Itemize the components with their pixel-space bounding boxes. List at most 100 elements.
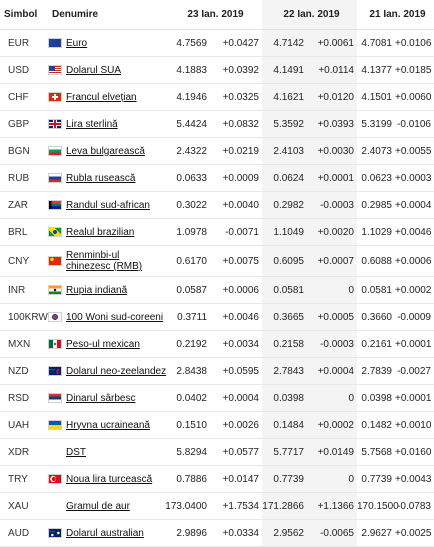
rate-day-1: 5.4424 <box>165 110 210 138</box>
table-row: UAH Hryvna ucraineană 0.1510 +0.0026 0.1484 +… <box>0 411 434 439</box>
currency-name-link[interactable]: Randul sud-african <box>66 199 150 211</box>
change-day-2: +0.0004 <box>307 357 357 385</box>
rate-day-2: 2.4103 <box>262 137 307 165</box>
rate-day-3: 2.4073 <box>357 137 395 165</box>
header-date-1: 23 Ian. 2019 <box>165 0 262 30</box>
currency-name-link[interactable]: Noua lira turcească <box>66 473 153 485</box>
currency-name-cell: Leva bulgarească <box>48 137 165 165</box>
change-day-1: +0.0595 <box>210 357 262 385</box>
change-day-2: +0.0030 <box>307 137 357 165</box>
table-row: RSD Dinarul sârbesc 0.0402 +0.0004 0.0398 0 0.… <box>0 384 434 412</box>
change-day-3: +0.0060 <box>395 83 434 111</box>
rate-day-3: 1.1029 <box>357 218 395 246</box>
rate-day-1: 0.3711 <box>165 303 210 331</box>
change-day-3: -0.0106 <box>395 110 434 138</box>
change-day-3: +0.0160 <box>395 438 434 466</box>
currency-name-cell: Gramul de aur <box>48 492 165 520</box>
table-row: XDR DST 5.8294 +0.0577 5.7717 +0.0149 5.7568 +0… <box>0 438 434 466</box>
rate-day-3: 2.7839 <box>357 357 395 385</box>
currency-name-cell: Renminbi-ul chinezesc (RMB) <box>48 245 165 277</box>
change-day-3: +0.0106 <box>395 29 434 57</box>
change-day-1: +0.0325 <box>210 83 262 111</box>
table-header-row: Simbol Denumire 23 Ian. 2019 22 Ian. 201… <box>0 0 434 30</box>
rate-day-2: 5.3592 <box>262 110 307 138</box>
currency-symbol: CNY <box>0 245 48 277</box>
change-day-1: +0.0427 <box>210 29 262 57</box>
change-day-3: +0.0004 <box>395 191 434 219</box>
change-day-3: +0.0006 <box>395 245 434 277</box>
rate-day-2: 5.7717 <box>262 438 307 466</box>
change-day-2: +0.0149 <box>307 438 357 466</box>
change-day-2: 0 <box>307 465 357 493</box>
rate-day-1: 0.6170 <box>165 245 210 277</box>
change-day-3: +0.0043 <box>395 465 434 493</box>
currency-name-link[interactable]: Leva bulgarească <box>66 145 145 157</box>
rate-day-3: 0.7739 <box>357 465 395 493</box>
table-row: NZD Dolarul neo-zeelandez 2.8438 +0.0595 2.7… <box>0 357 434 385</box>
table-row: MXN Peso-ul mexican 0.2192 +0.0034 0.2158 -0.… <box>0 330 434 358</box>
change-day-1: +0.0392 <box>210 56 262 84</box>
change-day-2: +1.1366 <box>307 492 357 520</box>
currency-name-link[interactable]: Dolarul SUA <box>66 64 122 76</box>
currency-symbol: TRY <box>0 465 48 493</box>
currency-name-link[interactable]: Dinarul sârbesc <box>66 392 136 404</box>
rate-day-1: 0.0633 <box>165 164 210 192</box>
change-day-2: -0.0003 <box>307 191 357 219</box>
rate-day-2: 171.2866 <box>262 492 307 520</box>
rate-day-3: 4.1501 <box>357 83 395 111</box>
currency-name-link[interactable]: Hryvna ucraineană <box>66 419 150 431</box>
rate-day-2: 4.1621 <box>262 83 307 111</box>
ru-flag-icon <box>48 173 62 183</box>
change-day-2: +0.0005 <box>307 303 357 331</box>
change-day-3: +0.0010 <box>395 411 434 439</box>
currency-name-cell: Randul sud-african <box>48 191 165 219</box>
us-flag-icon <box>48 65 62 75</box>
change-day-3: +0.0001 <box>395 384 434 412</box>
currency-name-link[interactable]: Euro <box>66 37 88 49</box>
currency-name-cell: Rupia indiană <box>48 276 165 304</box>
table-row: TRY Noua lira turcească 0.7886 +0.0147 0.773… <box>0 465 434 493</box>
currency-name-link[interactable]: Renminbi-ul chinezesc (RMB) <box>66 250 143 272</box>
change-day-3: -0.0027 <box>395 357 434 385</box>
rate-day-2: 4.7142 <box>262 29 307 57</box>
bg-flag-icon <box>48 146 62 156</box>
change-day-1: +0.0034 <box>210 330 262 358</box>
currency-name-link[interactable]: Lira sterlină <box>66 118 118 130</box>
currency-name-link[interactable]: Peso-ul mexican <box>66 338 140 350</box>
currency-name-link[interactable]: Realul brazilian <box>66 226 135 238</box>
currency-name-link[interactable]: Francul elvețian <box>66 91 137 103</box>
change-day-3: -0.0783 <box>395 492 434 520</box>
none-spacer <box>48 501 62 511</box>
currency-name-cell: Euro <box>48 29 165 57</box>
currency-symbol: GBP <box>0 110 48 138</box>
currency-name-link[interactable]: Gramul de aur <box>66 500 130 512</box>
currency-name-link[interactable]: DST <box>66 446 86 458</box>
currency-name-link[interactable]: 100 Woni sud-coreeni <box>66 311 164 323</box>
change-day-1: +0.0219 <box>210 137 262 165</box>
currency-symbol: XDR <box>0 438 48 466</box>
change-day-2: -0.0003 <box>307 330 357 358</box>
currency-name-link[interactable]: Rupia indiană <box>66 284 128 296</box>
currency-name-link[interactable]: Dolarul neo-zeelandez <box>66 365 167 377</box>
change-day-1: +0.0832 <box>210 110 262 138</box>
change-day-2: 0 <box>307 276 357 304</box>
rate-day-1: 1.0978 <box>165 218 210 246</box>
rate-day-3: 0.1482 <box>357 411 395 439</box>
currency-name-cell: Dinarul sârbesc <box>48 384 165 412</box>
cn-flag-icon <box>48 256 62 266</box>
rate-day-3: 0.0623 <box>357 164 395 192</box>
currency-name-link[interactable]: Rubla rusească <box>66 172 136 184</box>
rate-day-3: 0.2985 <box>357 191 395 219</box>
rate-day-3: 0.6088 <box>357 245 395 277</box>
currency-symbol: NZD <box>0 357 48 385</box>
change-day-1: +0.0006 <box>210 276 262 304</box>
change-day-2: -0.0065 <box>307 519 357 547</box>
currency-name-link[interactable]: Dolarul australian <box>66 527 144 539</box>
rate-day-3: 4.1377 <box>357 56 395 84</box>
table-row: GBP Lira sterlină 5.4424 +0.0832 5.3592 +0.03… <box>0 110 434 138</box>
currency-symbol: BGN <box>0 137 48 165</box>
rate-day-3: 5.3199 <box>357 110 395 138</box>
change-day-1: +0.0026 <box>210 411 262 439</box>
rate-day-2: 2.9562 <box>262 519 307 547</box>
header-date-3: 21 Ian. 2019 <box>357 0 434 30</box>
